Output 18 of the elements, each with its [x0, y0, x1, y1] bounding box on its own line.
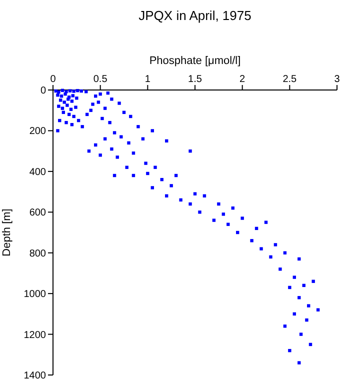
chart-title: JPQX in April, 1975	[138, 8, 252, 23]
x-tick-label: 1	[144, 74, 151, 85]
y-tick-label: 800	[29, 248, 46, 260]
x-tick-label: 0.5	[93, 74, 108, 85]
y-tick-label: 0	[40, 86, 46, 96]
y-axis-title: Depth [m]	[1, 208, 13, 256]
y-tick-label: 600	[29, 208, 46, 219]
x-tick-label: 2.5	[282, 74, 298, 85]
x-tick-label: 3	[334, 74, 340, 85]
y-tick-label: 400	[29, 166, 46, 178]
x-tick-label: 1.5	[188, 74, 202, 85]
y-tick-label: 1400	[24, 370, 46, 382]
y-tick-label: 1000	[24, 289, 46, 300]
y-tick-label: 1200	[24, 330, 46, 341]
x-axis-title: Phosphate [μmol/l]	[149, 55, 241, 67]
y-tick-label: 200	[29, 126, 46, 138]
x-tick-label: 0	[50, 74, 56, 85]
x-tick-label: 2	[240, 74, 246, 85]
